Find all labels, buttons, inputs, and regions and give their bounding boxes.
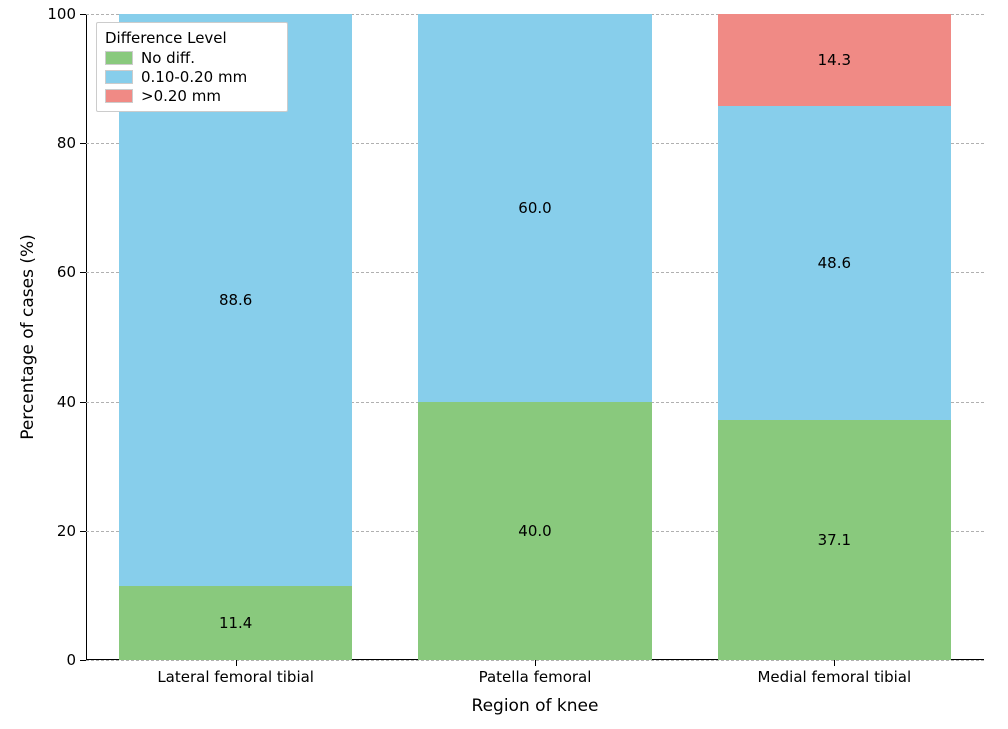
legend-item: >0.20 mm <box>105 87 279 105</box>
x-tick-label: Medial femoral tibial <box>757 660 911 686</box>
legend-title: Difference Level <box>105 29 279 47</box>
y-tick-label: 60 <box>57 263 86 281</box>
bar-value-label: 40.0 <box>518 522 551 540</box>
legend-swatch <box>105 51 133 65</box>
bar-group: 37.1 48.6 14.3 <box>718 14 951 660</box>
y-axis-spine <box>86 14 87 660</box>
legend-swatch <box>105 89 133 103</box>
legend-label: 0.10-0.20 mm <box>141 68 247 86</box>
y-tick-label: 0 <box>66 651 86 669</box>
bar-value-label: 88.6 <box>219 291 252 309</box>
y-axis-label: Percentage of cases (%) <box>18 234 38 440</box>
y-tick-label: 100 <box>47 5 86 23</box>
bar-value-label: 60.0 <box>518 199 551 217</box>
y-tick-label: 20 <box>57 522 86 540</box>
legend: Difference Level No diff.0.10-0.20 mm>0.… <box>96 22 288 112</box>
bar-value-label: 48.6 <box>818 254 851 272</box>
legend-label: >0.20 mm <box>141 87 221 105</box>
legend-item: No diff. <box>105 49 279 67</box>
bar-group: 40.0 60.0 <box>418 14 651 660</box>
bar-value-label: 11.4 <box>219 614 252 632</box>
bar-value-label: 14.3 <box>818 51 851 69</box>
x-axis-label: Region of knee <box>472 696 599 716</box>
y-tick-label: 40 <box>57 393 86 411</box>
legend-item: 0.10-0.20 mm <box>105 68 279 86</box>
x-tick-label: Lateral femoral tibial <box>157 660 314 686</box>
y-tick-label: 80 <box>57 134 86 152</box>
legend-label: No diff. <box>141 49 195 67</box>
bar-value-label: 37.1 <box>818 531 851 549</box>
chart-container: 0 20 40 60 80 100 Lateral femoral tibial 11.4 88… <box>0 0 1008 729</box>
x-tick-label: Patella femoral <box>479 660 592 686</box>
legend-swatch <box>105 70 133 84</box>
